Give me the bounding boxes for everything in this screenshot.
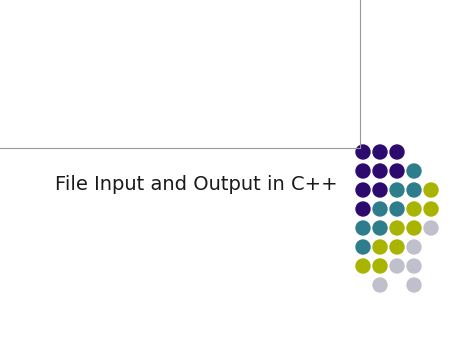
Circle shape — [373, 202, 387, 216]
Circle shape — [373, 259, 387, 273]
Circle shape — [390, 240, 404, 254]
Circle shape — [373, 221, 387, 235]
Circle shape — [356, 145, 370, 159]
Circle shape — [407, 278, 421, 292]
Circle shape — [407, 164, 421, 178]
Circle shape — [407, 221, 421, 235]
Circle shape — [356, 164, 370, 178]
Circle shape — [407, 202, 421, 216]
Circle shape — [373, 164, 387, 178]
Circle shape — [356, 221, 370, 235]
Circle shape — [407, 259, 421, 273]
Circle shape — [390, 183, 404, 197]
Circle shape — [356, 202, 370, 216]
Circle shape — [356, 240, 370, 254]
Circle shape — [373, 183, 387, 197]
Circle shape — [407, 240, 421, 254]
Circle shape — [424, 183, 438, 197]
Circle shape — [356, 183, 370, 197]
Text: File Input and Output in C++: File Input and Output in C++ — [55, 175, 338, 194]
Circle shape — [407, 183, 421, 197]
Circle shape — [390, 259, 404, 273]
Circle shape — [424, 202, 438, 216]
Circle shape — [390, 202, 404, 216]
Circle shape — [390, 164, 404, 178]
Circle shape — [356, 259, 370, 273]
Circle shape — [373, 145, 387, 159]
Circle shape — [390, 221, 404, 235]
Circle shape — [390, 145, 404, 159]
Circle shape — [424, 221, 438, 235]
Circle shape — [373, 278, 387, 292]
Circle shape — [373, 240, 387, 254]
